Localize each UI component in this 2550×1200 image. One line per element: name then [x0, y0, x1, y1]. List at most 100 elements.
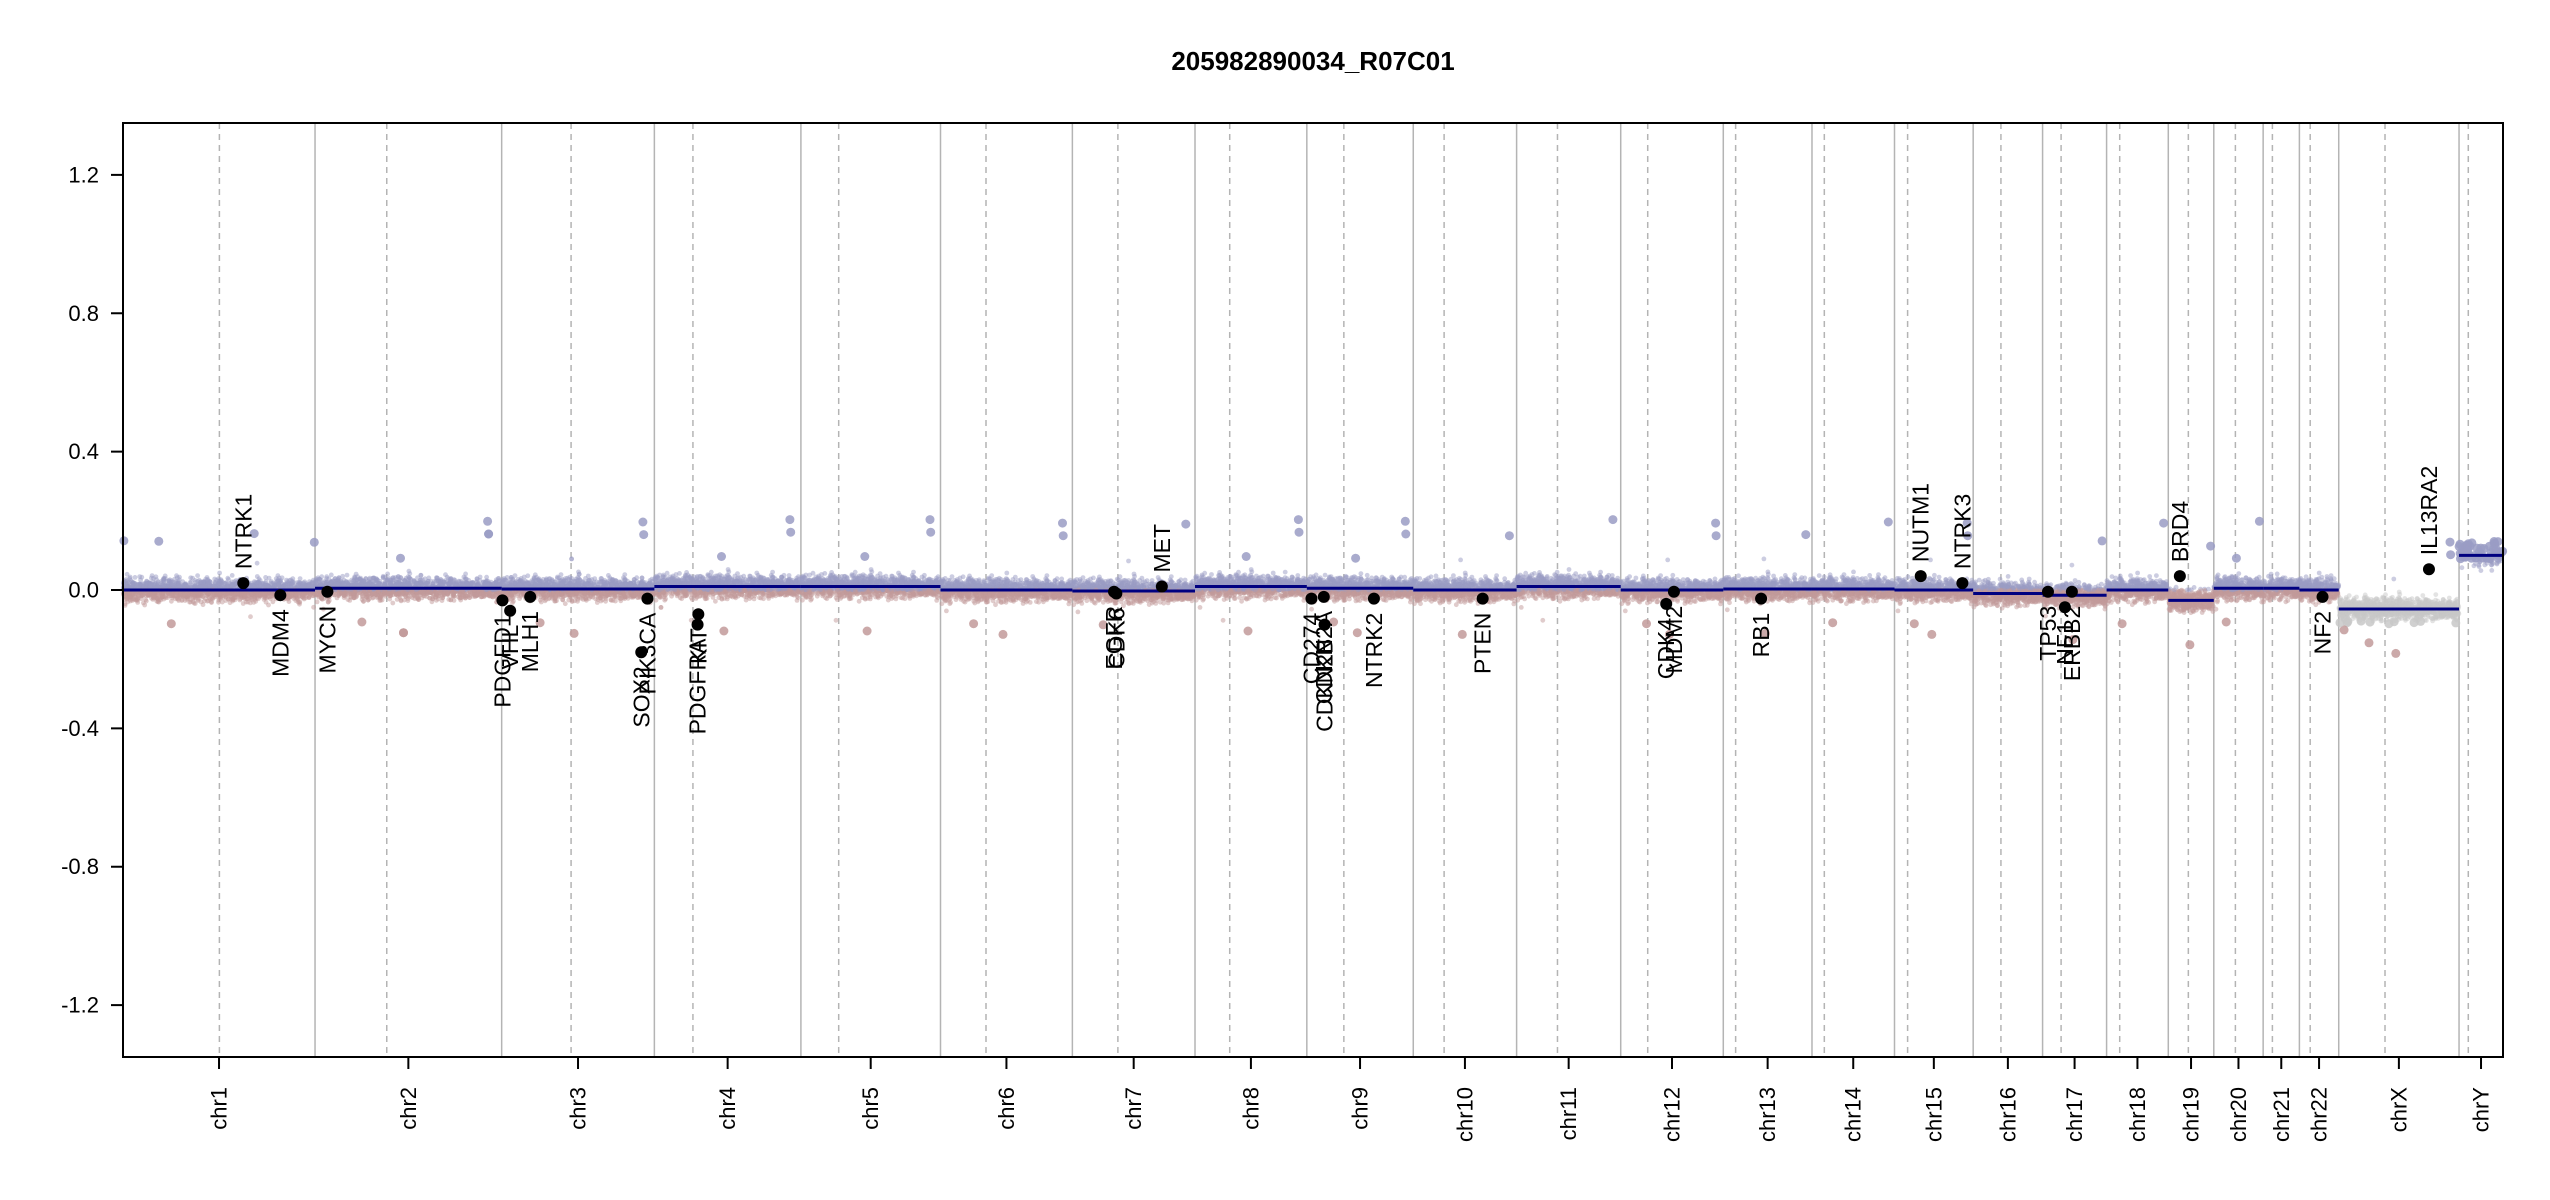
probe-point [613, 594, 618, 600]
probe-point [276, 581, 282, 587]
probe-point [575, 598, 580, 604]
probe-point [159, 582, 165, 588]
probe-point [543, 592, 548, 597]
probe-point [448, 576, 454, 582]
probe-point [216, 599, 221, 605]
probe-point [328, 572, 334, 578]
probe-point [634, 575, 640, 581]
probe-point [137, 574, 143, 579]
probe-point [639, 575, 645, 581]
probe-point [159, 594, 165, 600]
probe-point [176, 598, 182, 603]
probe-point [223, 598, 229, 603]
probe-point [169, 598, 174, 604]
probe-point [256, 593, 262, 599]
probe-point [532, 572, 538, 578]
probe-point [363, 576, 369, 582]
probe-point [262, 580, 268, 586]
probe-point [154, 536, 164, 546]
probe-point [390, 600, 396, 606]
probe-point [559, 580, 565, 586]
probe-point [314, 599, 320, 605]
probe-point [525, 580, 531, 586]
probe-point [608, 597, 614, 603]
probe-point [287, 594, 292, 600]
probe-point [318, 582, 323, 588]
probe-point [377, 581, 383, 586]
probe-point [217, 570, 223, 576]
probe-point [192, 595, 198, 601]
probe-point [618, 595, 624, 601]
probe-point [240, 601, 246, 606]
probe-point [251, 600, 256, 605]
probe-point [350, 590, 356, 596]
probe-point [290, 576, 296, 582]
probe-point [517, 582, 523, 588]
probe-point [208, 596, 213, 602]
probe-point [390, 575, 396, 581]
probe-point [418, 572, 424, 578]
probe-point [595, 597, 601, 602]
probe-point [198, 584, 204, 590]
probe-point [385, 591, 391, 596]
probe-point [552, 579, 558, 585]
probe-point [434, 575, 440, 581]
probe-point [406, 568, 412, 574]
probe-point [229, 573, 235, 578]
probe-point [353, 571, 359, 577]
probe-point [297, 576, 303, 581]
probe-point [351, 595, 357, 601]
probe-point [503, 577, 508, 583]
probe-point [563, 576, 568, 581]
probe-point [631, 580, 637, 585]
probe-point [542, 598, 548, 604]
probe-point [416, 597, 421, 602]
probe-point [440, 595, 446, 601]
probe-point [125, 590, 131, 596]
probe-point [335, 581, 340, 587]
probe-point [625, 595, 631, 601]
probe-point [603, 594, 609, 599]
probe-point [249, 592, 255, 598]
probe-point [639, 590, 644, 595]
probe-point [609, 582, 615, 587]
probe-point [306, 595, 312, 600]
probe-point [195, 573, 201, 578]
probe-point [576, 571, 582, 577]
probe-point [448, 580, 453, 586]
probe-point [416, 581, 422, 586]
probe-point [171, 583, 177, 588]
probe-point [365, 597, 371, 603]
probe-point [458, 595, 464, 600]
probe-point [638, 517, 648, 527]
probe-point [599, 576, 604, 582]
probe-point [434, 590, 439, 596]
probe-point [364, 581, 370, 587]
probe-point [639, 530, 649, 540]
probe-point [402, 578, 407, 583]
probe-point [591, 581, 597, 587]
probe-point [272, 582, 277, 587]
probe-point [430, 596, 435, 602]
probe-point [166, 619, 176, 629]
probe-point [124, 584, 129, 589]
probe-point [613, 578, 619, 584]
probe-point [270, 599, 276, 605]
probe-point [584, 597, 589, 603]
probe-point [311, 604, 316, 610]
probe-point [484, 529, 494, 539]
probe-point [598, 591, 604, 596]
probe-point [283, 582, 288, 588]
probe-point [468, 581, 474, 586]
probe-point [132, 594, 138, 599]
probe-point [132, 575, 138, 580]
probe-point [477, 574, 483, 580]
probe-point [344, 572, 350, 578]
probe-point [354, 577, 359, 582]
probe-point [269, 594, 274, 599]
probe-point [154, 598, 160, 604]
probe-point [226, 577, 231, 582]
probe-point [357, 590, 363, 596]
probe-point [176, 577, 182, 583]
